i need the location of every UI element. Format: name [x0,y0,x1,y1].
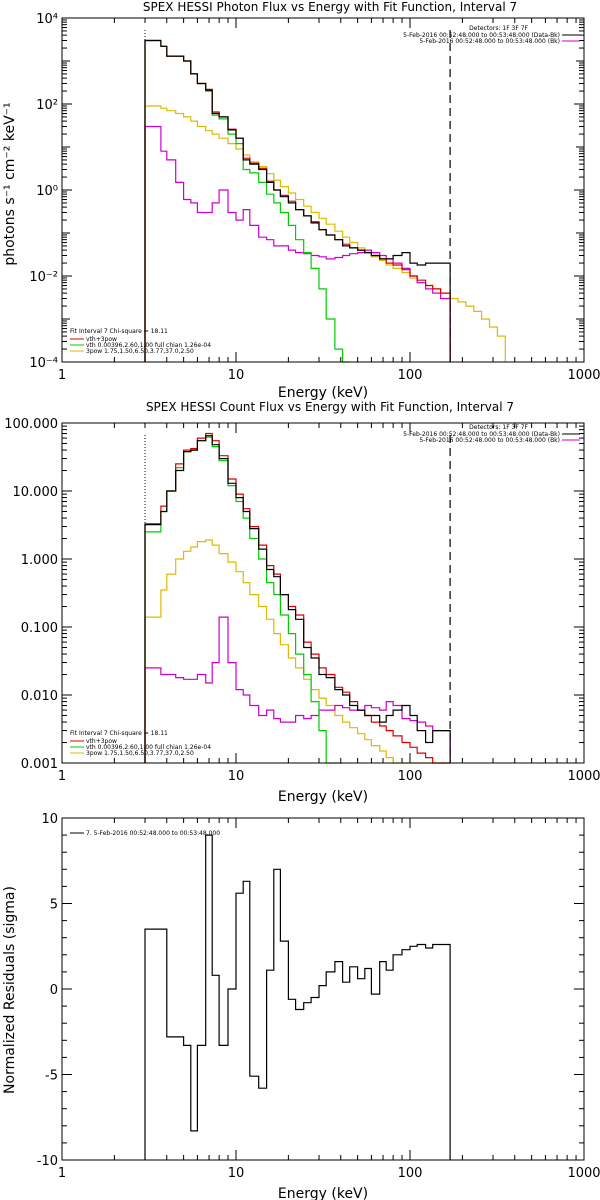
y-tick-label: 0.100 [21,621,58,636]
photon-flux-legend-3pow: 3pow 1.75,1.50,6.50,3.77,37.0,2.50 [86,348,194,355]
x-tick-label: 100 [398,368,423,383]
residuals-panel: 1 10 100 1000 -10 -5 0 5 10 Energy (keV) Normali… [2,812,600,1200]
y-tick-label: 100.000 [4,417,58,432]
y-tick-label: 10⁻⁴ [29,356,58,371]
photon-flux-x-label: Energy (keV) [278,385,368,401]
series-vth-line [144,436,343,764]
count-flux-fit-header: Fit Interval 7 Chi-square = 18.11 [70,730,168,737]
x-tick-label: 100 [398,1166,423,1181]
x-tick-label: 10 [228,769,245,784]
residuals-x-label: Energy (keV) [278,1186,368,1200]
y-tick-label: 10⁰ [36,184,58,199]
photon-flux-panel: SPEX HESSI Photon Flux vs Energy with Fi… [2,0,600,401]
photon-flux-plot-area: 1 10 100 1000 10⁻⁴ 10⁻² 10⁰ 10² 10⁴ [29,12,600,383]
x-tick-label: 1 [58,1166,66,1181]
series-bk-line [144,125,451,362]
x-tick-label: 1000 [567,368,600,383]
y-tick-label: 0 [50,983,58,998]
photon-flux-legend-bk: 5-Feb-2016 00:52:48.000 to 00:53:48.000 … [419,38,560,45]
count-flux-legend-bk: 5-Feb-2016 00:52:48.000 to 00:53:48.000 … [419,437,560,444]
count-flux-legend-3pow: 3pow 1.75,1.50,6.50,3.77,37.0,2.50 [86,750,194,757]
x-tick-label: 100 [398,769,423,784]
y-tick-label: 0.010 [21,689,58,704]
y-tick-label: 10⁴ [36,12,58,27]
count-flux-legend-data: 5-Feb-2016 00:52:48.000 to 00:53:48.000 … [403,431,560,438]
y-tick-label: 10² [36,98,58,113]
x-tick-label: 1 [58,769,66,784]
x-tick-label: 10 [228,368,245,383]
series-3pow-line [144,539,451,764]
photon-flux-y-label: photons s⁻¹ cm⁻² keV⁻¹ [2,102,18,265]
y-tick-label: -10 [37,1154,58,1169]
photon-flux-detectors: Detectors: 1F 3F 7F [469,25,528,32]
photon-flux-legend-data: 5-Feb-2016 00:52:48.000 to 00:53:48.000 … [403,32,560,39]
series-bk-line [144,616,451,763]
count-flux-legend-sum: vth+3pow [86,738,117,745]
y-tick-label: 10⁻² [29,270,58,285]
photon-flux-title: SPEX HESSI Photon Flux vs Energy with Fi… [143,0,517,14]
y-tick-label: 10.000 [13,485,59,500]
y-tick-label: -5 [45,1069,58,1084]
count-flux-title: SPEX HESSI Count Flux vs Energy with Fit… [146,400,514,414]
photon-flux-fit-header: Fit Interval 7 Chi-square = 18.11 [70,328,168,335]
y-tick-label: 1.000 [21,553,58,568]
plot-frame [61,17,585,363]
y-tick-label: 5 [50,898,58,913]
x-tick-label: 1000 [567,769,600,784]
x-tick-label: 1000 [567,1166,600,1181]
series-3pow-line [144,105,506,362]
plot-frame [61,422,585,764]
photon-flux-legend-sum: vth+3pow [86,336,117,343]
residuals-y-label: Normalized Residuals (sigma) [2,886,18,1094]
x-tick-label: 10 [228,1166,245,1181]
residuals-legend: 7. 5-Feb-2016 00:52:48.000 to 00:53:48.0… [86,830,220,837]
count-flux-x-label: Energy (keV) [278,789,368,805]
series-vth-line [144,39,350,363]
photon-flux-legend-vth: vth 0.00396,2.60,1.00 full chian 1.26e-0… [86,342,211,349]
plot-frame [61,817,585,1161]
series-total-line [144,435,451,763]
y-tick-label: 0.001 [21,757,58,772]
residuals-plot-area: 1 10 100 1000 -10 -5 0 5 10 [37,812,600,1181]
series-sum-line [144,432,451,764]
count-flux-detectors: Detectors: 1F 3F 7F [469,424,528,431]
y-tick-label: 10 [41,812,58,827]
count-flux-panel: SPEX HESSI Count Flux vs Energy with Fit… [4,400,600,805]
count-flux-plot-area: 1 10 100 1000 0.001 0.010 0.100 1.000 10.000 100.… [4,417,600,784]
x-tick-label: 1 [58,368,66,383]
series-total-line [144,39,451,362]
count-flux-legend-vth: vth 0.00396,2.60,1.00 full chian 1.26e-0… [86,744,211,751]
series-total-line [144,834,451,1160]
